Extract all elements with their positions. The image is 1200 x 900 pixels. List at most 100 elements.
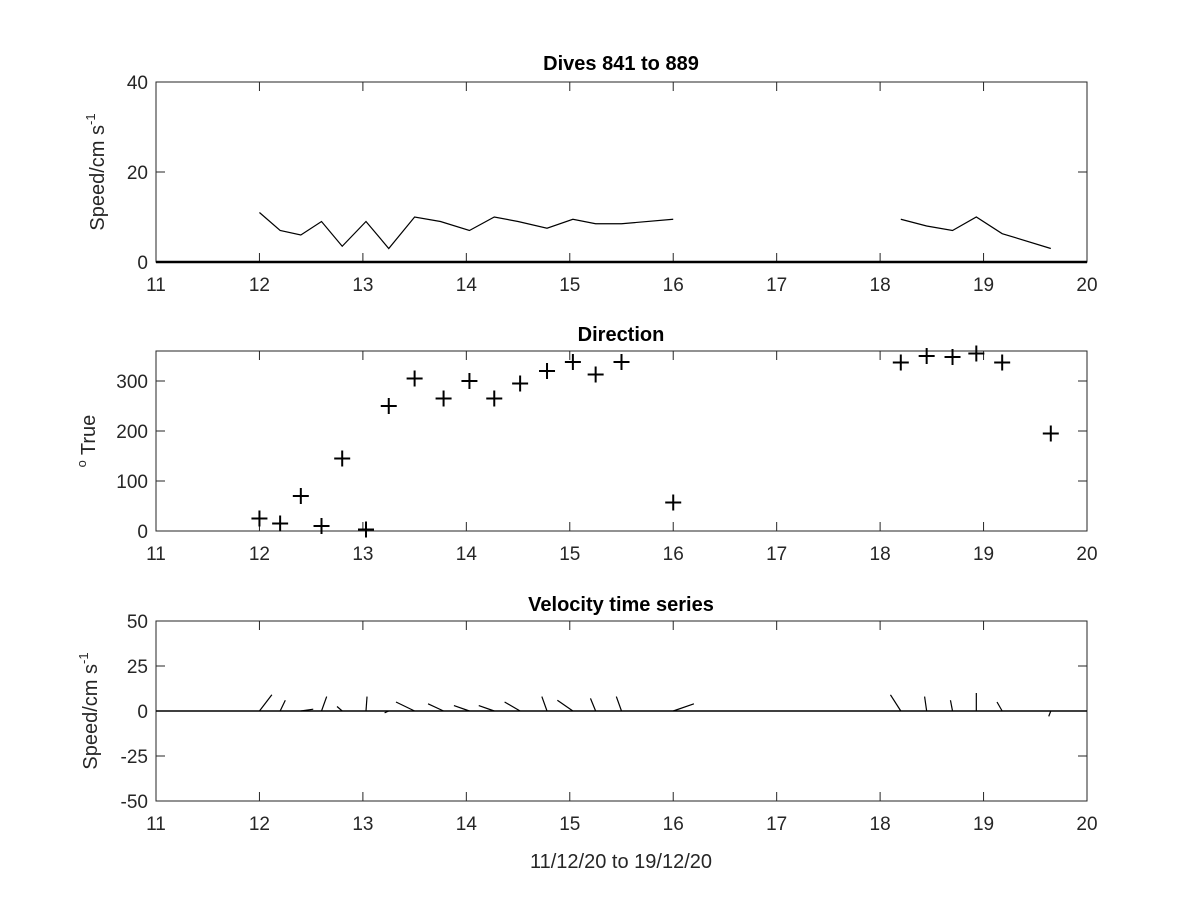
speed-axes-box <box>155 81 1088 263</box>
velocity-stick <box>589 698 597 712</box>
x-tick-label: 14 <box>456 275 478 296</box>
direction-point <box>1042 425 1059 442</box>
direction-point <box>461 373 478 389</box>
direction-axes-box <box>155 350 1088 532</box>
x-tick-label: 15 <box>559 544 580 565</box>
y-tick-label: -25 <box>121 747 148 768</box>
direction-title: Direction <box>578 324 665 346</box>
velocity-stick <box>1048 710 1052 717</box>
velocity-stick <box>478 705 495 712</box>
velocity-stick <box>300 708 314 712</box>
y-tick-label: 0 <box>137 702 148 723</box>
direction-point <box>380 398 397 414</box>
x-tick-label: 14 <box>456 814 478 835</box>
direction-point <box>406 370 423 387</box>
velocity-stick <box>949 700 954 712</box>
x-tick-label: 18 <box>870 814 891 835</box>
speed-ticks: 11 12 13 14 15 16 17 18 19 20 0 20 40 <box>127 73 1098 296</box>
x-tick-label: 15 <box>559 814 580 835</box>
x-tick-label: 15 <box>559 275 580 296</box>
direction-point <box>564 354 581 370</box>
direction-point <box>665 494 682 511</box>
y-tick-label: 50 <box>127 612 148 633</box>
velocity-stick <box>615 696 623 712</box>
direction-point <box>918 348 935 364</box>
x-tick-label: 17 <box>766 544 787 565</box>
velocity-stick <box>923 696 928 712</box>
direction-point <box>892 354 909 371</box>
x-tick-label: 17 <box>766 814 787 835</box>
direction-point <box>539 363 556 379</box>
velocity-stick <box>557 699 574 712</box>
direction-point <box>435 390 452 407</box>
x-tick-label: 16 <box>663 275 684 296</box>
velocity-stick <box>320 696 328 712</box>
velocity-stick <box>365 696 368 712</box>
y-tick-label: 25 <box>127 657 148 678</box>
velocity-stick <box>384 710 389 714</box>
x-tick-label: 12 <box>249 814 270 835</box>
velocity-stick <box>427 703 444 712</box>
direction-point <box>944 349 961 365</box>
velocity-stick <box>258 694 273 712</box>
x-tick-label: 11 <box>146 544 166 565</box>
direction-point <box>587 366 604 383</box>
direction-point <box>357 521 374 538</box>
velocity-stick <box>336 706 343 712</box>
x-tick-label: 12 <box>249 275 270 296</box>
velocity-sticks <box>156 693 1087 717</box>
x-tick-label: 13 <box>352 814 373 835</box>
speed-line-segment <box>900 216 1051 250</box>
x-tick-label: 20 <box>1076 544 1097 565</box>
x-tick-label: 16 <box>663 814 684 835</box>
x-tick-label: 19 <box>973 814 994 835</box>
y-tick-label: 100 <box>116 472 148 493</box>
x-tick-label: 11 <box>146 275 166 296</box>
y-tick-label: 200 <box>116 422 148 443</box>
velocity-ticks: 11 12 13 14 15 16 17 18 19 20 -50 -25 0 25 50 <box>121 612 1098 835</box>
velocity-stick <box>541 696 548 712</box>
direction-point <box>334 450 351 467</box>
y-tick-label: 0 <box>137 522 148 543</box>
speed-line-segment <box>259 212 674 250</box>
x-tick-label: 11 <box>146 814 166 835</box>
x-tick-label: 13 <box>352 544 373 565</box>
velocity-stick <box>504 701 521 712</box>
x-tick-label: 16 <box>663 544 684 565</box>
y-tick-label: 0 <box>137 253 148 274</box>
velocity-stick <box>996 701 1003 712</box>
panel-direction: Direction oTrue 11 12 13 14 15 16 17 18 19 200100… <box>74 324 1098 565</box>
direction-point <box>272 515 289 532</box>
direction-point <box>486 390 503 407</box>
velocity-xlabel: 11/12/20 to 19/12/20 <box>530 851 712 873</box>
direction-point <box>512 375 529 392</box>
x-tick-label: 20 <box>1076 814 1097 835</box>
direction-markers <box>251 345 1059 538</box>
x-tick-label: 18 <box>870 544 891 565</box>
speed-ylabel: Speed/cm s-1 <box>83 113 109 230</box>
panel-velocity: Velocity time series Speed/cm s-1 11/12/… <box>76 594 1098 873</box>
y-tick-label: 20 <box>127 163 148 184</box>
x-tick-label: 17 <box>766 275 787 296</box>
direction-point <box>968 345 985 362</box>
direction-point <box>251 510 268 527</box>
y-tick-label: 40 <box>127 73 148 94</box>
direction-point <box>613 354 630 370</box>
velocity-stick <box>673 703 695 712</box>
velocity-stick <box>453 705 470 712</box>
velocity-title: Velocity time series <box>528 594 714 616</box>
speed-series <box>156 212 1087 264</box>
direction-point <box>994 354 1011 371</box>
velocity-stick <box>889 694 902 712</box>
velocity-stick <box>279 699 286 712</box>
direction-ylabel: oTrue <box>74 415 100 468</box>
y-tick-label: 300 <box>116 372 148 393</box>
direction-point <box>292 488 309 504</box>
x-tick-label: 18 <box>870 275 891 296</box>
x-tick-label: 20 <box>1076 275 1097 296</box>
x-tick-label: 19 <box>973 544 994 565</box>
x-tick-label: 13 <box>352 275 373 296</box>
x-tick-label: 12 <box>249 544 270 565</box>
